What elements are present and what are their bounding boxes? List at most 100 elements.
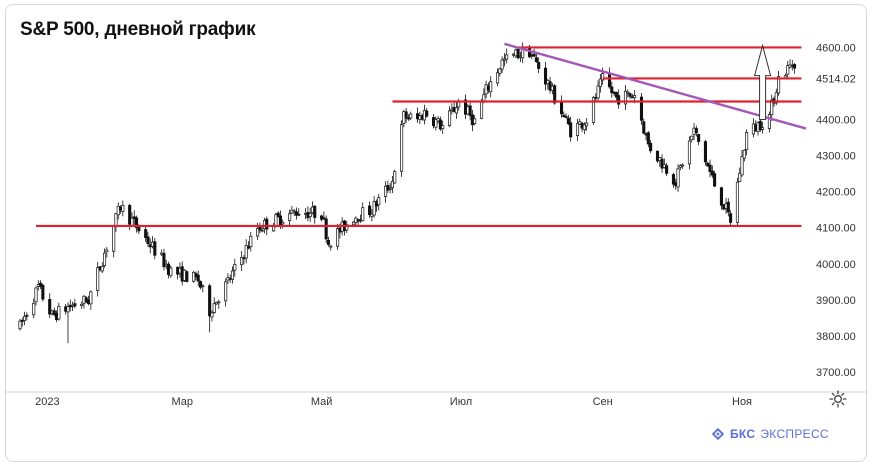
x-tick-label: Мар [171,396,193,408]
candle-up [169,267,173,276]
candle-up [479,101,484,119]
candle-up [742,149,746,159]
candle-down [617,95,621,105]
candle-up [32,302,36,316]
y-tick-label: 4100.00 [816,223,856,235]
candle-up [372,201,376,216]
candle-up [591,97,596,123]
candle-up [210,312,214,318]
candle-up [100,266,104,272]
candle-down [553,85,557,104]
gear-icon[interactable] [828,389,848,409]
x-tick-label: Май [311,396,333,408]
candle-up [57,306,61,320]
candle-down [198,281,203,288]
candle-down [258,226,262,231]
y-axis: 4600.00 4514.02 4400.00 4300.00 4200.00 4100.… [816,42,856,379]
candle-down [655,150,660,162]
x-axis-labels: 2023 Мар Май Июл Сен Ноя [35,396,752,408]
candle-down [614,92,618,98]
candle-down [703,141,708,163]
candle-up [738,172,742,182]
candle-up [505,54,509,60]
candle-down [438,119,442,130]
candle-down [294,211,299,216]
candle-down [569,122,573,138]
candle-up [454,107,458,114]
chart-title: S&P 500, дневной график [20,19,256,40]
candle-up [34,287,38,303]
candle-up [500,59,504,70]
candle-down [324,218,328,240]
candle-up [214,302,219,305]
candle-down [278,215,283,226]
candle-down [649,142,653,152]
candle-up [114,213,118,227]
x-tick-label: 2023 [35,396,59,408]
candle-down [706,162,710,167]
candle-down [671,174,676,185]
candle-down [537,62,541,69]
y-tick-label: 3800.00 [816,331,856,343]
candle-up [681,164,685,167]
candle-down [39,282,43,287]
candle-up [66,306,70,313]
bks-logo-icon [711,427,725,441]
candle-up [623,90,628,105]
trend-line [504,42,807,130]
candle-down [297,213,301,216]
candle-up [502,58,506,61]
candle-up [409,113,413,119]
candle-up [288,213,292,222]
candle-up [740,156,744,176]
candle-down [793,64,797,69]
candle-down [313,205,317,218]
candle-up [678,165,682,168]
candle-down [128,204,132,225]
candle-down [52,310,56,316]
candle-up [217,301,221,304]
candle-up [767,114,771,129]
candle-down [73,303,77,307]
candle-down [265,218,269,230]
candle-down [646,132,650,145]
chart-area: 4600.00 4514.02 4400.00 4300.00 4200.00 4100.… [6,42,866,408]
candle-down [708,164,712,172]
candle-up [329,245,333,248]
candle-up [745,132,749,150]
candle-down [543,67,548,85]
candle-up [102,252,107,266]
candle-up [201,285,205,288]
candle-down [246,246,251,249]
x-tick-label: Сен [593,396,613,408]
candle-down [196,274,200,282]
candle-up [80,303,84,307]
candle-down [208,285,212,317]
candle-up [441,125,445,129]
candle-up [121,204,125,212]
x-tick-label: Ноя [732,396,752,408]
candle-up [116,206,120,216]
candle-down [729,213,733,223]
candle-up [400,124,404,172]
candle-up [761,127,765,130]
candle-down [532,53,536,57]
candle-down [144,229,148,238]
candle-up [601,73,605,81]
candle-down [425,110,429,117]
candle-up [224,281,228,302]
candle-down [153,241,157,256]
candle-down [660,158,664,169]
candle-down [642,121,646,134]
y-tick-label: 4400.00 [816,115,856,127]
candle-up [112,225,116,252]
y-tick-label: 4514.02 [816,73,856,85]
candle-down [719,187,724,206]
candle-down [326,239,331,245]
candle-down [564,116,568,118]
candle-up [249,235,253,247]
candle-up [633,95,637,99]
candle-down [322,217,326,220]
candle-up [244,245,248,259]
candle-up [687,140,692,165]
